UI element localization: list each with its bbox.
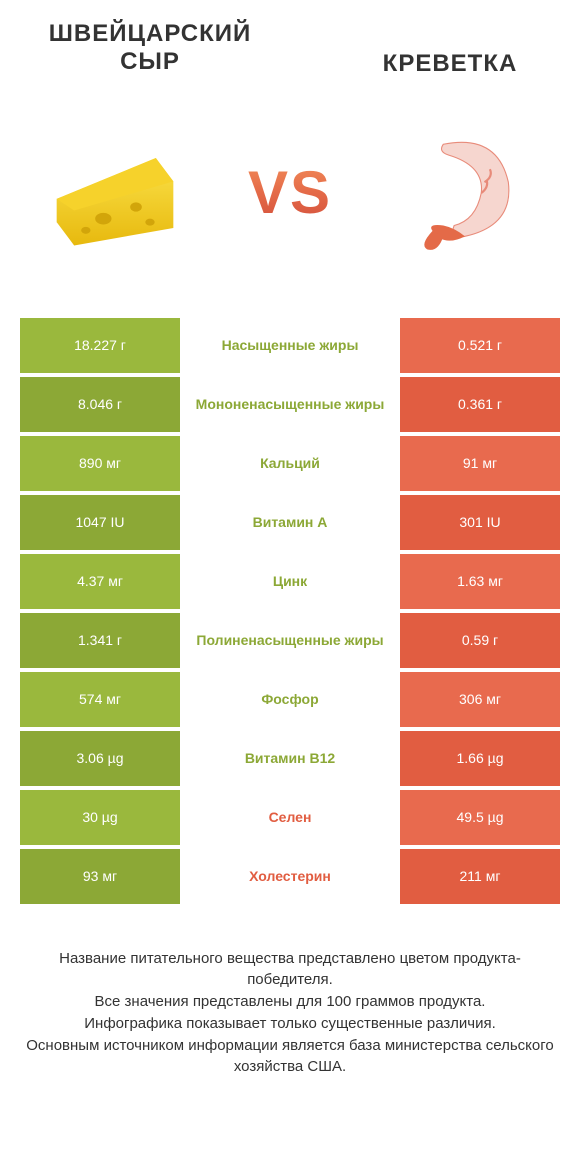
- shrimp-icon: [390, 118, 540, 268]
- cell-left-value: 1047 IU: [20, 495, 180, 550]
- cell-nutrient-label: Витамин A: [180, 495, 400, 550]
- table-row: 3.06 µgВитамин B121.66 µg: [20, 731, 560, 786]
- cell-left-value: 18.227 г: [20, 318, 180, 373]
- table-row: 8.046 гМононенасыщенные жиры0.361 г: [20, 377, 560, 432]
- table-row: 30 µgСелен49.5 µg: [20, 790, 560, 845]
- header: ШВЕЙЦАРСКИЙ СЫР КРЕВЕТКА: [0, 0, 580, 88]
- table-row: 574 мгФосфор306 мг: [20, 672, 560, 727]
- cell-nutrient-label: Цинк: [180, 554, 400, 609]
- cell-left-value: 1.341 г: [20, 613, 180, 668]
- footer: Название питательного вещества представл…: [0, 908, 580, 1079]
- table-row: 1047 IUВитамин A301 IU: [20, 495, 560, 550]
- cell-right-value: 1.66 µg: [400, 731, 560, 786]
- cell-right-value: 91 мг: [400, 436, 560, 491]
- cell-nutrient-label: Полиненасыщенные жиры: [180, 613, 400, 668]
- vs-label: VS: [248, 158, 332, 227]
- cell-right-value: 306 мг: [400, 672, 560, 727]
- footer-line: Все значения представлены для 100 граммо…: [24, 991, 556, 1013]
- footer-line: Основным источником информации является …: [24, 1035, 556, 1079]
- cell-left-value: 574 мг: [20, 672, 180, 727]
- table-row: 18.227 гНасыщенные жиры0.521 г: [20, 318, 560, 373]
- title-left: ШВЕЙЦАРСКИЙ СЫР: [30, 20, 270, 75]
- cell-right-value: 301 IU: [400, 495, 560, 550]
- table-row: 1.341 гПолиненасыщенные жиры0.59 г: [20, 613, 560, 668]
- cell-nutrient-label: Селен: [180, 790, 400, 845]
- cell-right-value: 1.63 мг: [400, 554, 560, 609]
- cell-right-value: 49.5 µg: [400, 790, 560, 845]
- cell-right-value: 211 мг: [400, 849, 560, 904]
- footer-line: Инфографика показывает только существенн…: [24, 1013, 556, 1035]
- cell-nutrient-label: Фосфор: [180, 672, 400, 727]
- cell-left-value: 30 µg: [20, 790, 180, 845]
- cell-left-value: 890 мг: [20, 436, 180, 491]
- table-row: 93 мгХолестерин211 мг: [20, 849, 560, 904]
- cell-right-value: 0.521 г: [400, 318, 560, 373]
- cell-nutrient-label: Витамин B12: [180, 731, 400, 786]
- cell-right-value: 0.59 г: [400, 613, 560, 668]
- footer-line: Название питательного вещества представл…: [24, 948, 556, 992]
- table-row: 890 мгКальций91 мг: [20, 436, 560, 491]
- images-row: VS: [0, 88, 580, 318]
- cell-nutrient-label: Кальций: [180, 436, 400, 491]
- cell-nutrient-label: Мононенасыщенные жиры: [180, 377, 400, 432]
- cell-nutrient-label: Насыщенные жиры: [180, 318, 400, 373]
- cell-left-value: 4.37 мг: [20, 554, 180, 609]
- cheese-icon: [40, 118, 190, 268]
- cell-right-value: 0.361 г: [400, 377, 560, 432]
- cell-left-value: 93 мг: [20, 849, 180, 904]
- table-row: 4.37 мгЦинк1.63 мг: [20, 554, 560, 609]
- cell-left-value: 3.06 µg: [20, 731, 180, 786]
- cell-nutrient-label: Холестерин: [180, 849, 400, 904]
- comparison-table: 18.227 гНасыщенные жиры0.521 г8.046 гМон…: [0, 318, 580, 904]
- title-right: КРЕВЕТКА: [350, 20, 550, 78]
- cell-left-value: 8.046 г: [20, 377, 180, 432]
